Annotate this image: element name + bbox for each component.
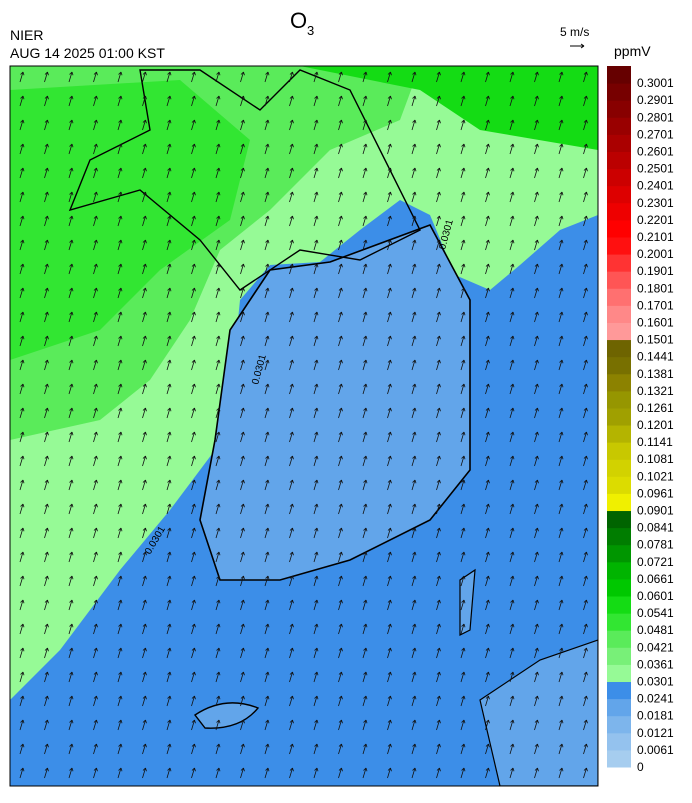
- colorbar-label: 0.1441: [637, 350, 674, 364]
- colorbar-box: [607, 544, 631, 563]
- title-subscript: 3: [307, 23, 314, 38]
- colorbar-label: 0.2101: [637, 230, 674, 244]
- colorbar: 0 0.0061 0.0121 0.0181 0.0241 0.0301 0.0361 0.0…: [607, 66, 674, 774]
- colorbar-label: 0.0061: [637, 743, 674, 757]
- wind-arrows: [10, 66, 598, 786]
- colorbar-label: 0.0421: [637, 640, 674, 654]
- colorbar-box: [607, 647, 631, 665]
- colorbar-label: 0.1801: [637, 281, 674, 295]
- unit: ppmV: [614, 43, 651, 59]
- colorbar-label: 0.1261: [637, 401, 674, 415]
- colorbar-label: 0.0601: [637, 589, 674, 603]
- colorbar-label: 0.0481: [637, 623, 674, 637]
- colorbar-label: 0.0961: [637, 486, 674, 500]
- colorbar-label: 0.0541: [637, 606, 674, 620]
- colorbar-box: [607, 407, 631, 426]
- colorbar-box: [607, 219, 631, 238]
- colorbar-box: [607, 476, 631, 494]
- agency: NIER: [10, 27, 43, 43]
- colorbar-label: 0.2201: [637, 213, 674, 227]
- colorbar-box: [607, 493, 631, 512]
- colorbar-label: 0.2801: [637, 110, 674, 124]
- wind-scale-arrow: [570, 43, 585, 49]
- colorbar-label: 0.1321: [637, 384, 674, 398]
- map-frame: [9, 65, 599, 787]
- colorbar-label: 0.2001: [637, 247, 674, 261]
- colorbar-box: [607, 100, 631, 118]
- colorbar-box: [607, 202, 631, 221]
- colorbar-label: 0.1501: [637, 333, 674, 347]
- colorbar-box: [607, 715, 631, 734]
- colorbar-label: 0.2301: [637, 196, 674, 210]
- colorbar-label: 0.1381: [637, 367, 674, 381]
- colorbar-label: 0.0361: [637, 657, 674, 671]
- colorbar-box: [607, 527, 631, 546]
- colorbar-box: [607, 732, 631, 751]
- colorbar-box: [607, 390, 631, 409]
- colorbar-label: 0: [637, 760, 644, 774]
- colorbar-label: 0.0121: [637, 726, 674, 740]
- colorbar-box: [607, 425, 631, 443]
- colorbar-box: [607, 271, 631, 289]
- colorbar-label: 0.2501: [637, 162, 674, 176]
- colorbar-box: [607, 578, 631, 597]
- colorbar-box: [607, 236, 631, 255]
- colorbar-box: [607, 664, 631, 683]
- colorbar-box: [607, 356, 631, 375]
- colorbar-label: 0.0721: [637, 555, 674, 569]
- colorbar-box: [607, 442, 631, 460]
- colorbar-box: [607, 596, 631, 614]
- colorbar-label: 0.0301: [637, 675, 674, 689]
- colorbar-box: [607, 373, 631, 392]
- colorbar-label: 0.1701: [637, 298, 674, 312]
- colorbar-label: 0.2601: [637, 144, 674, 158]
- colorbar-label: 0.0841: [637, 521, 674, 535]
- colorbar-box: [607, 185, 631, 204]
- colorbar-label: 0.1201: [637, 418, 674, 432]
- colorbar-label: 0.1601: [637, 315, 674, 329]
- colorbar-label: 0.1081: [637, 452, 674, 466]
- colorbar-box: [607, 459, 631, 477]
- colorbar-label: 0.2701: [637, 127, 674, 141]
- colorbar-box: [607, 681, 631, 700]
- colorbar-box: [607, 510, 631, 529]
- wind-scale-label: 5 m/s: [560, 25, 589, 39]
- colorbar-label: 0.0241: [637, 692, 674, 706]
- colorbar-box: [607, 288, 631, 306]
- colorbar-box: [607, 254, 631, 272]
- colorbar-label: 0.1141: [637, 435, 673, 449]
- colorbar-box: [607, 134, 631, 152]
- colorbar-label: 0.2901: [637, 93, 674, 107]
- colorbar-label: 0.0781: [637, 538, 674, 552]
- colorbar-box: [607, 151, 631, 170]
- colorbar-box: [607, 117, 631, 135]
- colorbar-box: [607, 630, 631, 648]
- colorbar-box: [607, 339, 631, 358]
- map: 0.0301 0.0301 0.0301: [10, 66, 598, 786]
- colorbar-label: 0.0181: [637, 709, 674, 723]
- colorbar-box: [607, 613, 631, 631]
- colorbar-box: [607, 749, 631, 768]
- colorbar-box: [607, 83, 631, 101]
- colorbar-box: [607, 322, 631, 341]
- colorbar-box: [607, 561, 631, 580]
- colorbar-label: 0.1021: [637, 469, 674, 483]
- colorbar-label: 0.0901: [637, 504, 674, 518]
- colorbar-label: 0.1901: [637, 264, 674, 278]
- colorbar-box: [607, 168, 631, 187]
- colorbar-label: 0.2401: [637, 179, 674, 193]
- colorbar-box: [607, 305, 631, 323]
- datetime: AUG 14 2025 01:00 KST: [10, 45, 165, 61]
- title: O: [290, 8, 307, 33]
- colorbar-label: 0.0661: [637, 572, 674, 586]
- colorbar-box: [607, 698, 631, 717]
- colorbar-box: [607, 66, 631, 84]
- colorbar-label: 0.3001: [637, 76, 674, 90]
